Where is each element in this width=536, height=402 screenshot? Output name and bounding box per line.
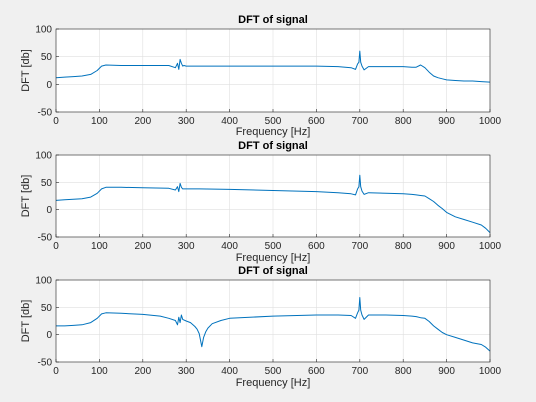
x-tick-label: 0 [53, 366, 59, 377]
subplot-3: 0 100 200 300 400 500 600 700 800 900 1000-5005010… [20, 265, 502, 389]
x-tick-label: 900 [438, 366, 455, 377]
x-tick-label: 400 [221, 116, 238, 127]
x-tick-label: 700 [351, 366, 368, 377]
x-tick-label: 400 [221, 366, 238, 377]
x-tick-label: 200 [134, 241, 151, 252]
subplot-1: 0 100 200 300 400 500 600 700 800 900 1000-5005010… [20, 14, 502, 138]
x-tick-label: 200 [134, 366, 151, 377]
x-tick-label: 500 [265, 116, 282, 127]
x-tick-label: 100 [91, 241, 108, 252]
y-axis-label: DFT [db] [20, 49, 32, 92]
x-tick-label: 600 [308, 241, 325, 252]
y-tick-label: 0 [46, 330, 52, 341]
x-tick-label: 300 [178, 116, 195, 127]
x-tick-label: 100 [91, 116, 108, 127]
y-tick-label: -50 [38, 233, 53, 244]
subplot-2: 0 100 200 300 400 500 600 700 800 900 1000-5005010… [20, 140, 502, 264]
series-line [55, 174, 491, 233]
x-tick-label: 100 [91, 366, 108, 377]
x-axis-label: Frequency [Hz] [236, 377, 311, 389]
x-tick-label: 800 [395, 116, 412, 127]
x-tick-label: 800 [395, 241, 412, 252]
plot-title: DFT of signal [238, 140, 308, 152]
x-axis-label: Frequency [Hz] [236, 252, 311, 264]
y-tick-label: 50 [41, 178, 53, 189]
series-line [56, 297, 491, 352]
ticks: 0 100 200 300 400 500 600 700 800 900 1000-5005010… [35, 151, 501, 253]
plot-title: DFT of signal [238, 14, 308, 26]
y-tick-label: 0 [46, 80, 52, 91]
x-tick-label: 1000 [479, 366, 502, 377]
ticks: 0 100 200 300 400 500 600 700 800 900 1000-5005010… [35, 276, 501, 378]
x-axis-label: Frequency [Hz] [236, 126, 311, 138]
x-tick-label: 0 [53, 241, 59, 252]
series-line [55, 50, 491, 83]
x-tick-label: 900 [438, 241, 455, 252]
x-tick-label: 1000 [479, 116, 502, 127]
x-tick-label: 900 [438, 116, 455, 127]
x-tick-label: 500 [265, 366, 282, 377]
y-tick-label: 100 [35, 25, 52, 36]
y-tick-label: -50 [38, 108, 53, 119]
y-tick-label: 0 [46, 205, 52, 216]
x-tick-label: 0 [53, 116, 59, 127]
x-tick-label: 700 [351, 116, 368, 127]
y-axis-label: DFT [db] [20, 175, 32, 218]
x-tick-label: 600 [308, 366, 325, 377]
y-tick-label: 50 [41, 52, 53, 63]
y-tick-label: 100 [35, 151, 52, 162]
plot-title: DFT of signal [238, 265, 308, 277]
x-tick-label: 500 [265, 241, 282, 252]
series-group [55, 174, 491, 233]
x-tick-label: 1000 [479, 241, 502, 252]
y-tick-label: -50 [38, 358, 53, 369]
x-tick-label: 800 [395, 366, 412, 377]
ticks: 0 100 200 300 400 500 600 700 800 900 1000-5005010… [35, 25, 501, 128]
x-tick-label: 700 [351, 241, 368, 252]
x-tick-label: 600 [308, 116, 325, 127]
x-tick-label: 300 [178, 366, 195, 377]
y-axis-label: DFT [db] [20, 300, 32, 343]
series-group [55, 50, 491, 83]
x-tick-label: 200 [134, 116, 151, 127]
series-group [56, 297, 491, 352]
x-tick-label: 400 [221, 241, 238, 252]
y-tick-label: 100 [35, 276, 52, 287]
x-tick-label: 300 [178, 241, 195, 252]
y-tick-label: 50 [41, 303, 53, 314]
